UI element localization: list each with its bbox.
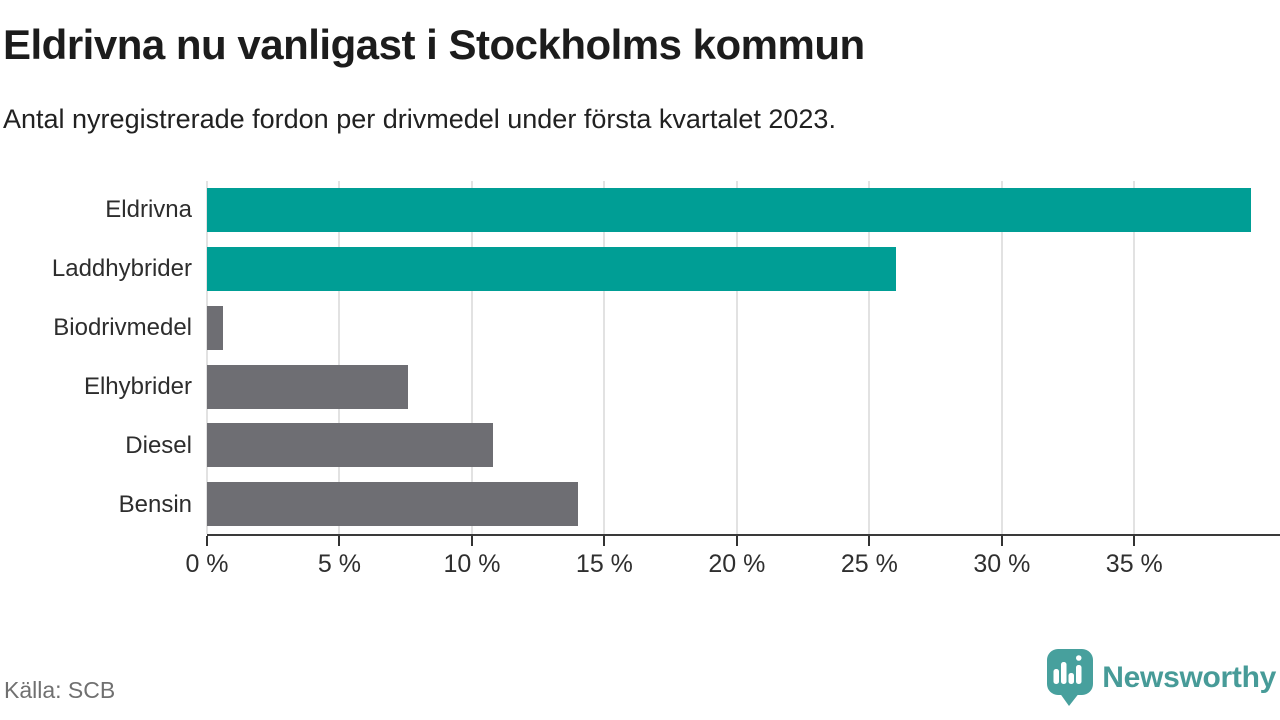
- x-tick: [735, 536, 738, 546]
- x-tick: [470, 536, 473, 546]
- x-tick-label: 25 %: [840, 550, 898, 578]
- gridline: [1133, 181, 1136, 534]
- bar-biodrivmedel: [207, 305, 223, 350]
- bar-row: [207, 181, 1280, 240]
- y-axis-label: Diesel: [125, 431, 192, 459]
- page-subtitle: Antal nyregistrerade fordon per drivmede…: [3, 104, 836, 134]
- y-axis-label: Elhybrider: [83, 372, 192, 400]
- gridline: [735, 181, 738, 534]
- x-axis-line: [207, 534, 1280, 536]
- bar-row: [207, 240, 1280, 299]
- x-tick: [1000, 536, 1003, 546]
- x-tick: [206, 536, 208, 546]
- x-tick-label: 10 %: [443, 550, 501, 578]
- x-tick-label: 5 %: [317, 550, 362, 578]
- bar-row: [207, 358, 1280, 417]
- gridline: [1000, 181, 1003, 534]
- x-tick: [338, 536, 341, 546]
- gridline: [868, 181, 871, 534]
- x-tick-label: 35 %: [1105, 550, 1163, 578]
- bar-bensin: [207, 482, 578, 527]
- bar-row: [207, 299, 1280, 358]
- x-tick-label: 30 %: [973, 550, 1031, 578]
- gridline: [338, 181, 341, 534]
- newsworthy-wordmark: Newsworthy: [1102, 661, 1276, 694]
- bar-eldrivna: [207, 188, 1251, 232]
- source-note: Källa: SCB: [4, 677, 116, 703]
- bar-elhybrider: [207, 364, 409, 409]
- x-tick: [1133, 536, 1136, 546]
- bar-row: [207, 416, 1280, 475]
- x-tick-label: 0 %: [185, 550, 229, 578]
- bar-laddhybrider: [207, 246, 896, 291]
- y-axis-label: Laddhybrider: [51, 255, 192, 283]
- bar-diesel: [207, 423, 494, 468]
- newsworthy-logo: Newsworthy: [1046, 648, 1276, 708]
- page-title: Eldrivna nu vanligast i Stockholms kommu…: [3, 21, 865, 68]
- newsworthy-bubble-chart-icon: [1047, 649, 1094, 706]
- y-axis-label: Biodrivmedel: [53, 314, 192, 342]
- y-axis-label: Bensin: [118, 490, 192, 518]
- gridline: [206, 181, 208, 534]
- gridline: [470, 181, 473, 534]
- x-tick-label: 15 %: [575, 550, 633, 578]
- gridline: [603, 181, 606, 534]
- plot-area: 0 % 5 % 10 % 15 % 20 % 25 % 30 % 35 %: [185, 181, 1280, 578]
- y-axis: Eldrivna Laddhybrider Biodrivmedel Elhybrid…: [0, 181, 192, 534]
- x-tick-label: 20 %: [708, 550, 766, 578]
- x-tick: [603, 536, 606, 546]
- x-tick: [868, 536, 871, 546]
- bar-row: [207, 475, 1280, 534]
- y-axis-label: Eldrivna: [105, 196, 192, 224]
